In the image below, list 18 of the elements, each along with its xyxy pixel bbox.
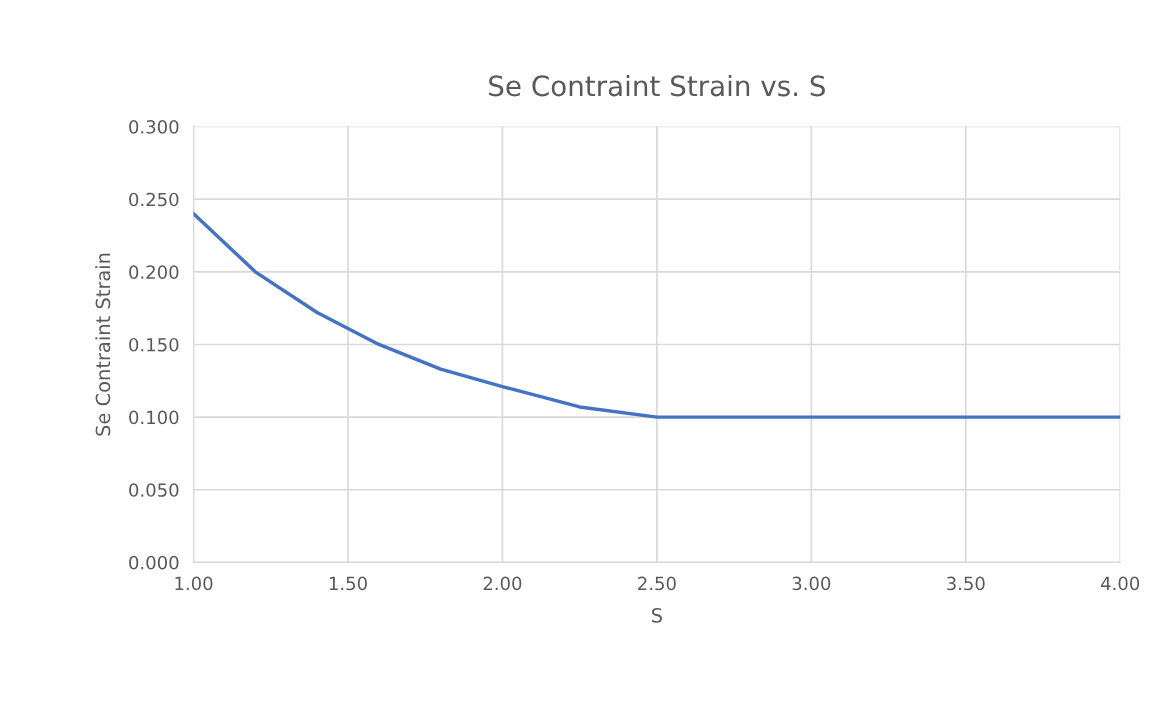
y-tick-label: 0.250 — [129, 192, 179, 207]
y-axis-title: Se Contraint Strain — [95, 253, 111, 436]
y-tick-label: 0.150 — [129, 337, 179, 352]
x-tick-label: 4.00 — [1101, 576, 1140, 591]
chart-title: Se Contraint Strain vs. S — [489, 74, 825, 97]
x-tick-label: 2.00 — [483, 576, 522, 591]
x-axis-title: S — [651, 608, 662, 623]
x-tick-label: 3.50 — [947, 576, 985, 591]
x-tick-label: 1.00 — [175, 576, 213, 591]
y-tick-label: 0.200 — [129, 265, 179, 279]
x-tick-label: 3.00 — [792, 576, 831, 591]
x-tick-label: 2.50 — [638, 576, 676, 591]
x-tick-label: 1.50 — [329, 576, 367, 591]
y-tick-label: 0.050 — [129, 483, 179, 497]
y-tick-label: 0.100 — [129, 410, 179, 425]
y-tick-label: 0.000 — [129, 555, 179, 570]
line-series — [193, 211, 1121, 419]
y-tick-label: 0.300 — [129, 120, 179, 134]
